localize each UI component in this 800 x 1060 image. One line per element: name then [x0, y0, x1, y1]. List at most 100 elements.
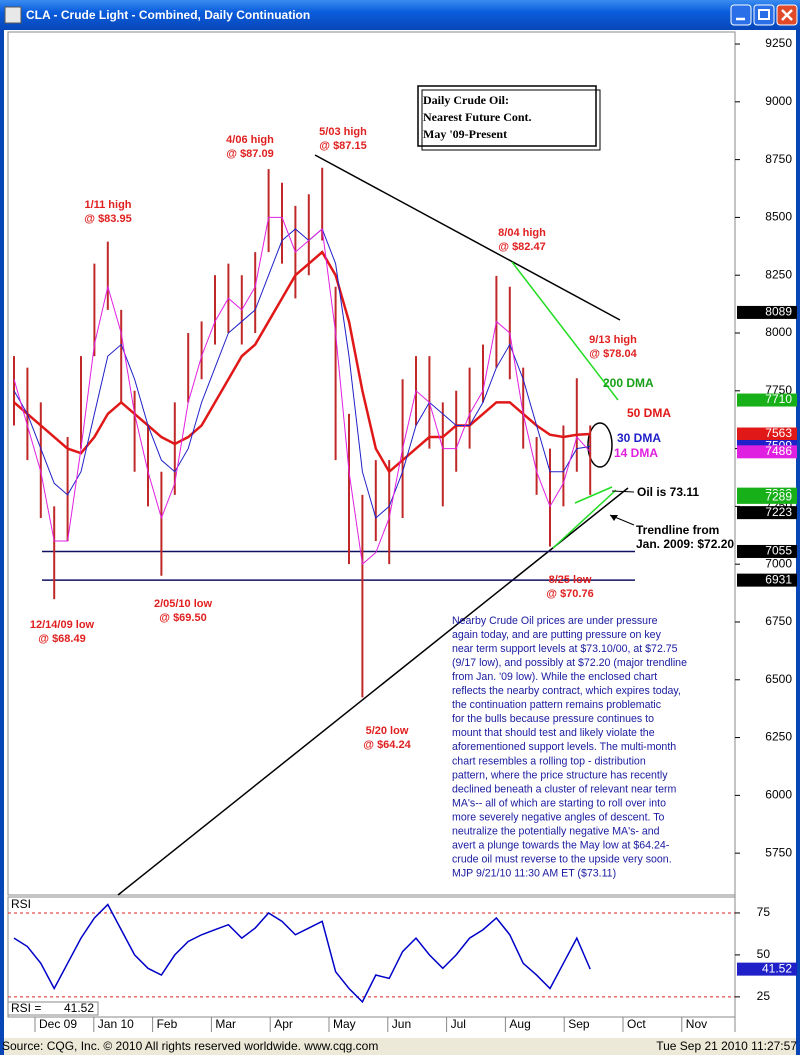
ma-label: 50 DMA — [627, 406, 671, 420]
commentary-line: near term support levels at $73.10/00, a… — [452, 643, 678, 655]
rsi-title: RSI — [11, 897, 31, 911]
x-tick-label: May — [333, 1017, 356, 1031]
y-tick-label: 8750 — [765, 152, 792, 166]
title-box-line: Nearest Future Cont. — [423, 110, 532, 124]
price-marker-label: 7055 — [765, 544, 792, 558]
commentary-line: (9/17 low), and possibly at $72.20 (majo… — [452, 657, 687, 669]
price-marker-label: 7223 — [765, 505, 792, 519]
moving-average — [13, 250, 591, 474]
green-trendline — [511, 261, 619, 401]
commentary-line: Nearby Crude Oil prices are under pressu… — [452, 615, 658, 627]
price-marker — [737, 490, 797, 504]
x-tick-label: Nov — [686, 1017, 707, 1031]
moving-average — [13, 216, 591, 566]
resistance-trendline — [314, 154, 621, 321]
annotation: @ $87.15 — [319, 140, 366, 152]
maximize-button[interactable] — [753, 4, 775, 26]
commentary-line: from Jan. '09 low). While the enclosed c… — [452, 671, 657, 683]
annotation: @ $87.09 — [226, 148, 273, 160]
commentary-line: aforementioned support levels. The multi… — [452, 741, 676, 753]
rsi-marker-label: 41.52 — [762, 961, 792, 975]
annotation: @ $78.04 — [589, 348, 637, 360]
price-marker — [737, 427, 797, 441]
green-trendline — [552, 489, 617, 549]
x-tick-label: Sep — [568, 1017, 590, 1031]
annotation: 4/06 high — [226, 134, 274, 146]
annotation: @ $82.47 — [498, 241, 545, 253]
x-tick-label: Feb — [157, 1017, 178, 1031]
status-bar — [4, 1038, 796, 1055]
x-tick-label: Jul — [451, 1017, 466, 1031]
annotation: @ $69.50 — [159, 612, 206, 624]
y-tick-label: 9250 — [765, 36, 792, 50]
rsi-readout-value: 41.52 — [64, 1001, 94, 1015]
annotation: @ $70.76 — [546, 588, 593, 600]
x-tick-label: Mar — [215, 1017, 236, 1031]
y-tick-label: 8000 — [765, 325, 792, 339]
commentary-line: reflects the nearby contract, which expi… — [452, 685, 681, 697]
price-marker-label: 7710 — [765, 392, 792, 406]
x-tick-label: Apr — [274, 1017, 293, 1031]
annotation: 5/20 low — [366, 725, 409, 737]
title-bar — [0, 0, 800, 30]
close-icon — [781, 9, 793, 21]
y-tick-label: 7750 — [765, 383, 792, 397]
annotation: 1/11 high — [84, 199, 131, 211]
maximize-icon — [758, 9, 770, 20]
title-box-line: May '09-Present — [423, 127, 507, 141]
commentary-line: for the bulls because pressure continues… — [452, 713, 654, 725]
annotation: 5/03 high — [319, 126, 367, 138]
y-tick-label: 6750 — [765, 614, 792, 628]
y-tick-label: 6000 — [765, 788, 792, 802]
y-tick-label: 8500 — [765, 210, 792, 224]
price-marker — [737, 506, 797, 520]
commentary-line: crude oil must reverse to the upside ver… — [452, 854, 672, 866]
x-tick-label: Jan 10 — [98, 1017, 134, 1031]
price-marker — [737, 393, 797, 407]
commentary-line: the continuation pattern remains problem… — [452, 699, 662, 711]
window-title: CLA - Crude Light - Combined, Daily Cont… — [26, 8, 310, 22]
price-marker-label: 8089 — [765, 305, 792, 319]
callout: Jan. 2009: $72.20 — [636, 537, 734, 551]
callout: Trendline from — [636, 523, 719, 537]
ma-label: 14 DMA — [614, 446, 658, 460]
title-box — [417, 85, 597, 147]
app-icon — [4, 6, 22, 24]
window-buttons[interactable] — [730, 4, 798, 26]
annotation: 8/25 low — [549, 574, 592, 586]
x-tick-label: Oct — [627, 1017, 646, 1031]
annotation: 9/13 high — [589, 334, 637, 346]
y-tick-label: 5750 — [765, 845, 792, 859]
commentary-line: MJP 9/21/10 11:30 AM ET ($73.11) — [452, 868, 616, 880]
green-trendline — [574, 486, 613, 504]
y-tick-label: 7000 — [765, 556, 792, 570]
price-marker — [737, 305, 797, 319]
rsi-readout-label: RSI = — [11, 1001, 41, 1015]
annotation: @ $68.49 — [38, 633, 85, 645]
commentary-line: pattern, where the price structure has r… — [452, 769, 668, 781]
title-box-shadow — [421, 89, 601, 151]
x-tick-label: Jun — [392, 1017, 411, 1031]
annotation: 2/05/10 low — [154, 598, 213, 610]
annotation: @ $83.95 — [84, 213, 131, 225]
y-tick-label: 9000 — [765, 94, 792, 108]
arrow — [611, 490, 635, 493]
commentary-line: chart resembles a rolling top - distribu… — [452, 755, 646, 767]
title-box-line: Daily Crude Oil: — [423, 93, 509, 107]
trendlines — [117, 154, 635, 896]
footer-source: Source: CQG, Inc. © 2010 All rights rese… — [2, 1039, 378, 1053]
price-marker — [737, 445, 797, 459]
commentary-line: again today, and are putting pressure on… — [452, 629, 662, 641]
y-tick-label: 8250 — [765, 267, 792, 281]
commentary-line: neutralize the potentially negative MA's… — [452, 826, 660, 838]
chart-background — [4, 30, 796, 1038]
commentary-line: mount that should test and likely violat… — [452, 727, 655, 739]
commentary-line: MA's-- all of which are starting to roll… — [452, 797, 666, 809]
minimize-button[interactable] — [730, 4, 752, 26]
price-marker-label: 6931 — [765, 572, 792, 586]
footer-time: Tue Sep 21 2010 11:27:57 — [656, 1039, 797, 1053]
y-tick-label: 6250 — [765, 730, 792, 744]
commentary-line: more severely negative angles of descent… — [452, 811, 664, 823]
